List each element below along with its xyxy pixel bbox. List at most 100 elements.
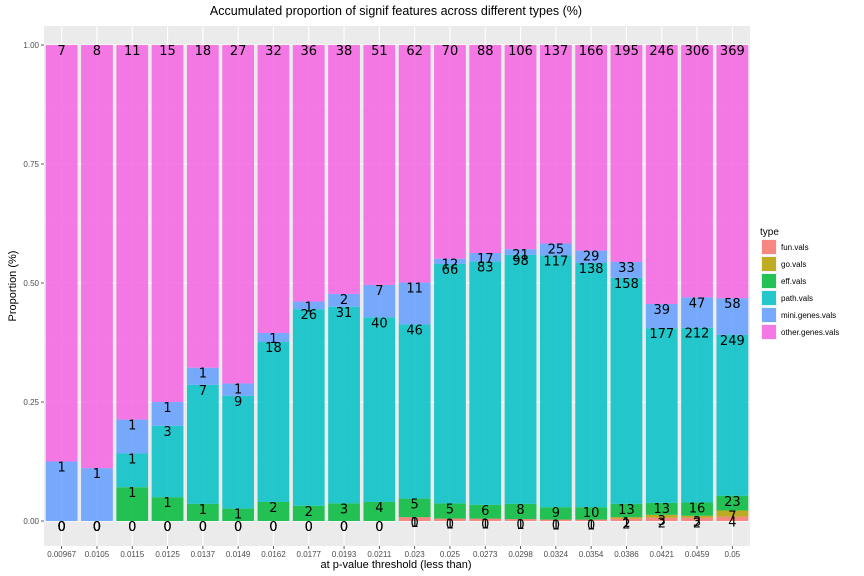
data-label: 0 <box>128 520 136 535</box>
bar-segment-mini-genes-vals <box>222 383 255 396</box>
data-label: 1 <box>446 518 454 533</box>
legend-swatch <box>762 291 776 305</box>
data-label: 31 <box>336 306 353 321</box>
x-axis-title: at p-value threshold (less than) <box>320 559 471 571</box>
bar-segment-path-vals <box>398 324 431 499</box>
data-label: 8 <box>93 44 101 59</box>
data-label: 0 <box>93 520 101 535</box>
data-label: 106 <box>508 44 533 59</box>
data-label: 166 <box>579 44 604 59</box>
data-label: 7 <box>728 510 736 525</box>
data-label: 0 <box>340 520 348 535</box>
bar-segment-other-genes-vals <box>610 45 643 263</box>
data-label: 3 <box>340 502 348 517</box>
bar-segment-mini-genes-vals <box>610 262 643 278</box>
bar-segment-other-genes-vals <box>575 45 608 251</box>
data-label: 26 <box>300 308 317 323</box>
x-tick-label: 0.0211 <box>367 550 391 559</box>
bar-segment-go-vals <box>716 510 749 517</box>
x-tick-label: 0.0115 <box>120 550 144 559</box>
data-label: 2 <box>658 517 666 532</box>
data-label: 1 <box>58 461 66 476</box>
data-label: 1 <box>305 301 313 316</box>
data-label: 212 <box>685 327 710 342</box>
bar-segment-other-genes-vals <box>469 45 502 254</box>
data-labels-group: 0000170000180011111001311500171180019127… <box>58 44 745 535</box>
data-label: 369 <box>720 44 745 59</box>
bar-segment-eff-vals <box>434 503 466 519</box>
data-label: 0 <box>411 516 419 531</box>
data-label: 1 <box>552 519 560 534</box>
bar-segment-path-vals <box>575 263 608 508</box>
data-label: 137 <box>543 44 568 59</box>
y-tick-label: 1.00 <box>23 41 39 50</box>
data-label: 10 <box>583 506 600 521</box>
bar-segment-path-vals <box>292 309 325 506</box>
bar-segment-path-vals <box>363 317 396 502</box>
data-label: 32 <box>265 44 282 59</box>
bar-segment-other-genes-vals <box>716 45 749 299</box>
data-label: 0 <box>199 520 207 535</box>
bar-segment-eff-vals <box>469 504 502 519</box>
bar-segment-mini-genes-vals <box>151 402 184 426</box>
bar-segment-path-vals <box>434 263 466 504</box>
data-label: 16 <box>689 501 706 516</box>
bar-segment-eff-vals <box>716 495 749 511</box>
bar-segment-mini-genes-vals <box>575 250 608 264</box>
bar-segment-other-genes-vals <box>504 45 537 250</box>
bar-segment-path-vals <box>257 342 290 502</box>
x-tick-label: 0.0193 <box>332 550 357 559</box>
x-tick-label: 0.0386 <box>614 550 639 559</box>
legend-item-mini-genes-vals: mini.genes.vals <box>781 311 836 320</box>
data-label: 177 <box>649 327 674 342</box>
data-label: 2 <box>269 501 277 516</box>
data-label: 1 <box>269 332 277 347</box>
data-label: 8 <box>516 503 524 518</box>
data-label: 0 <box>58 520 66 535</box>
data-label: 88 <box>477 44 494 59</box>
bar-segment-go-vals <box>645 514 678 518</box>
data-label: 29 <box>583 250 600 265</box>
bar-segment-fun-vals <box>539 519 572 521</box>
bar-segment-mini-genes-vals <box>292 301 325 310</box>
data-label: 0 <box>375 520 383 535</box>
bar-segment-fun-vals <box>681 517 713 521</box>
data-label: 0 <box>93 520 101 535</box>
legend-item-other-genes-vals: other.genes.vals <box>781 328 839 337</box>
data-label: 0 <box>587 519 595 534</box>
bars-group <box>45 45 749 521</box>
legend-item-go-vals: go.vals <box>781 260 806 269</box>
chart-title: Accumulated proportion of signif feature… <box>210 4 582 18</box>
data-label: 0 <box>128 520 136 535</box>
data-label: 0 <box>446 518 454 533</box>
bar-segment-fun-vals <box>716 516 749 521</box>
x-tick-label: 0.023 <box>405 550 426 559</box>
y-tick-label: 0.50 <box>23 279 39 288</box>
x-tick-label: 0.0177 <box>297 550 322 559</box>
data-label: 25 <box>548 242 565 257</box>
bar-segment-other-genes-vals <box>681 45 713 298</box>
bar-segment-other-genes-vals <box>45 45 78 462</box>
x-axis: 0.00967 0.0105 0.0115 0.0125 0.0137 0.0149 0.0… <box>47 546 741 559</box>
legend-swatch <box>762 240 776 254</box>
y-axis-title: Proportion (%) <box>7 251 19 322</box>
data-label: 5 <box>446 502 454 517</box>
bar-segment-path-vals <box>469 261 502 505</box>
data-label: 246 <box>649 44 674 59</box>
data-label: 0 <box>516 518 524 533</box>
bar-segment-mini-genes-vals <box>257 332 290 343</box>
plot-panel <box>44 26 750 546</box>
bar-segment-path-vals <box>504 254 537 504</box>
bar-segment-other-genes-vals <box>434 45 466 259</box>
bar-segment-eff-vals <box>328 503 360 521</box>
data-label: 0 <box>163 520 171 535</box>
bar-segment-mini-genes-vals <box>434 258 466 264</box>
bar-segment-eff-vals <box>539 507 572 520</box>
data-label: 1 <box>234 508 242 523</box>
data-label: 51 <box>371 44 388 59</box>
legend: type fun.vals go.vals eff.vals path.vals min… <box>760 227 839 340</box>
data-label: 1 <box>93 467 101 482</box>
x-tick-label: 0.0421 <box>650 550 675 559</box>
bar-segment-mini-genes-vals <box>539 243 572 256</box>
